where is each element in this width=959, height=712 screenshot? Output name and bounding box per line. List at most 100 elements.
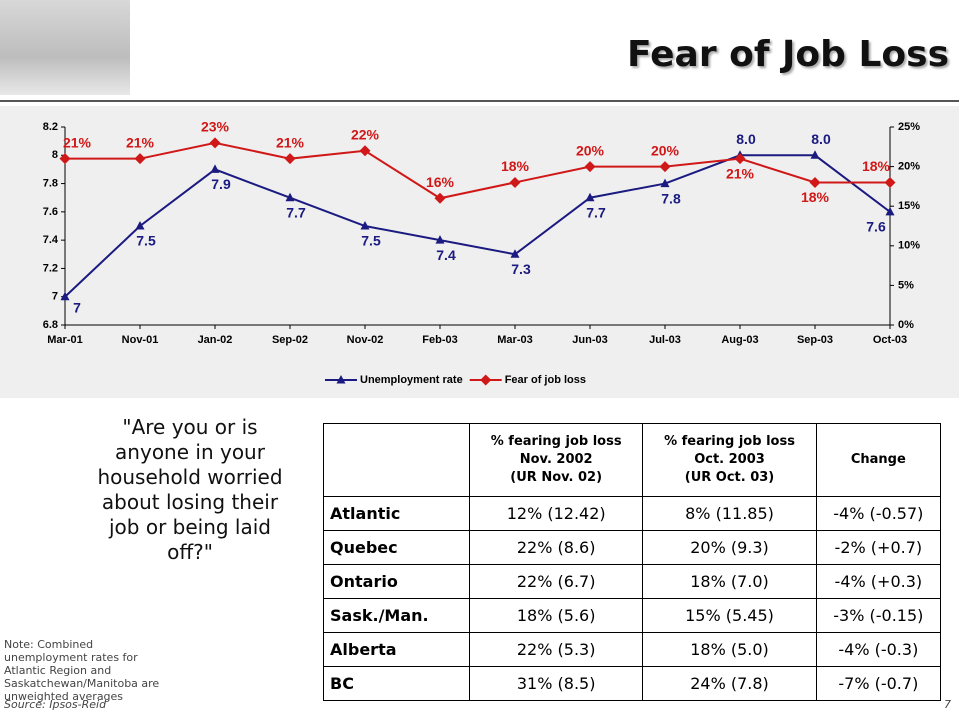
y2-tick-label: 25% xyxy=(898,121,920,133)
point xyxy=(585,161,596,172)
data-label: 8.0 xyxy=(811,131,831,147)
table-cell: -3% (-0.15) xyxy=(816,599,940,633)
data-label: 8.0 xyxy=(736,131,756,147)
y-tick-label: 8.2 xyxy=(43,121,58,133)
data-table: % fearing job loss Nov. 2002 (UR Nov. 02)%… xyxy=(323,423,941,701)
data-label: 18% xyxy=(501,158,530,174)
data-label: 7.9 xyxy=(211,176,231,192)
data-label: 21% xyxy=(63,134,92,150)
y2-tick-label: 15% xyxy=(898,200,920,212)
table-cell: 8% (11.85) xyxy=(643,497,816,531)
data-label: 16% xyxy=(426,174,455,190)
table-cell: -4% (+0.3) xyxy=(816,565,940,599)
x-tick-label: Mar-01 xyxy=(47,334,82,346)
table-cell: -7% (-0.7) xyxy=(816,667,940,701)
y-tick-label: 7 xyxy=(52,291,58,303)
note: Note: Combined unemployment rates for At… xyxy=(4,638,174,703)
x-tick-label: Jul-03 xyxy=(649,334,681,346)
header-cell: % fearing job loss Nov. 2002 (UR Nov. 02) xyxy=(470,424,643,497)
y2-tick-label: 5% xyxy=(898,279,914,291)
x-tick-label: Feb-03 xyxy=(422,334,457,346)
header-text: % fearing job loss xyxy=(491,434,622,449)
data-label: 7.6 xyxy=(866,219,886,235)
point xyxy=(660,161,671,172)
series-line xyxy=(65,155,890,296)
survey-question: "Are you or is anyone in your household … xyxy=(90,415,290,565)
data-label: 21% xyxy=(126,134,155,150)
data-label: 21% xyxy=(276,134,305,150)
table-cell: 18% (5.0) xyxy=(643,633,816,667)
data-label: 18% xyxy=(862,158,891,174)
table-cell: 22% (8.6) xyxy=(470,531,643,565)
x-tick-label: Jan-02 xyxy=(198,334,233,346)
y-tick-label: 7.8 xyxy=(43,177,58,189)
data-label: 7.5 xyxy=(361,233,381,249)
legend-label: Fear of job loss xyxy=(505,374,586,386)
y2-tick-label: 10% xyxy=(898,240,920,252)
header-text: Change xyxy=(851,452,906,467)
data-label: 7.5 xyxy=(136,233,156,249)
table-cell: 12% (12.42) xyxy=(470,497,643,531)
header-row: % fearing job loss Nov. 2002 (UR Nov. 02)%… xyxy=(324,424,941,497)
table-cell: Ontario xyxy=(324,565,470,599)
table-cell: Quebec xyxy=(324,531,470,565)
data-label: 7.8 xyxy=(661,190,681,206)
table-cell: Alberta xyxy=(324,633,470,667)
y-tick-label: 8 xyxy=(52,149,58,161)
x-tick-label: Sep-03 xyxy=(797,334,833,346)
table-cell: Atlantic xyxy=(324,497,470,531)
y-tick-label: 7.4 xyxy=(43,234,59,246)
table-cell: 24% (7.8) xyxy=(643,667,816,701)
table-cell: 18% (7.0) xyxy=(643,565,816,599)
table-cell: 15% (5.45) xyxy=(643,599,816,633)
legend-label: Unemployment rate xyxy=(360,374,463,386)
header-text: Nov. 2002 xyxy=(520,452,593,467)
table-cell: -2% (+0.7) xyxy=(816,531,940,565)
source: Source: Ipsos-Reid xyxy=(4,698,106,711)
point xyxy=(810,177,821,188)
x-tick-label: Mar-03 xyxy=(497,334,532,346)
point xyxy=(885,177,896,188)
y-tick-label: 7.2 xyxy=(43,262,58,274)
point xyxy=(480,375,491,386)
y2-tick-label: 20% xyxy=(898,161,920,173)
table-cell: 22% (5.3) xyxy=(470,633,643,667)
x-tick-label: Oct-03 xyxy=(873,334,907,346)
y-tick-label: 7.6 xyxy=(43,206,58,218)
table-cell: 20% (9.3) xyxy=(643,531,816,565)
point xyxy=(135,153,146,164)
x-tick-label: Jun-03 xyxy=(572,334,607,346)
point xyxy=(136,221,145,230)
table-cell: 18% (5.6) xyxy=(470,599,643,633)
data-label: 7.7 xyxy=(286,204,306,220)
table-row: Atlantic12% (12.42)8% (11.85)-4% (-0.57) xyxy=(324,497,941,531)
table-cell: 31% (8.5) xyxy=(470,667,643,701)
data-label: 7 xyxy=(73,299,81,315)
x-tick-label: Sep-02 xyxy=(272,334,308,346)
data-label: 23% xyxy=(201,119,230,135)
data-label: 7.7 xyxy=(586,204,606,220)
data-label: 20% xyxy=(651,142,680,158)
data-label: 21% xyxy=(726,165,755,181)
point xyxy=(435,193,446,204)
table-row: Sask./Man.18% (5.6)15% (5.45)-3% (-0.15) xyxy=(324,599,941,633)
header-text: (UR Nov. 02) xyxy=(510,470,602,485)
point xyxy=(360,145,371,156)
data-label: 7.3 xyxy=(511,261,531,277)
table-cell: BC xyxy=(324,667,470,701)
point xyxy=(510,177,521,188)
header-cell: Change xyxy=(816,424,940,497)
data-label: 18% xyxy=(801,189,830,205)
point xyxy=(210,137,221,148)
data-label: 7.4 xyxy=(436,247,456,263)
header-cell xyxy=(324,424,470,497)
header-text: (UR Oct. 03) xyxy=(685,470,775,485)
x-tick-label: Aug-03 xyxy=(721,334,758,346)
point xyxy=(285,153,296,164)
table-cell: 22% (6.7) xyxy=(470,565,643,599)
